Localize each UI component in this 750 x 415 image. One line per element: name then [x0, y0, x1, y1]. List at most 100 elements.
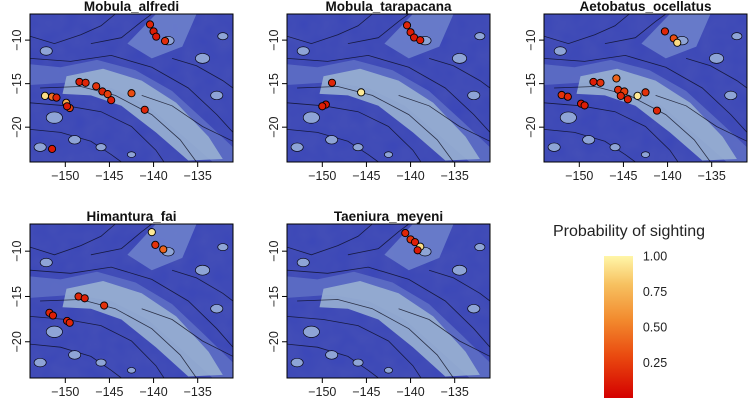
seamount-contour — [290, 357, 304, 368]
sighting-point — [63, 102, 72, 111]
y-tick-label: −15 — [267, 73, 281, 94]
depth-contour — [347, 224, 410, 256]
x-tick-label: −145 — [95, 169, 123, 183]
seamount-contour — [724, 90, 738, 101]
sighting-point — [40, 91, 50, 100]
seamount-contour — [68, 135, 82, 145]
map-panel: Mobula_tarapacana −150 −145 −140 −135 −10 −15 −… — [267, 0, 491, 183]
y-tick-label: −15 — [10, 286, 24, 307]
northern-shelf — [384, 14, 454, 59]
sighting-point — [48, 311, 57, 320]
sighting-point — [410, 238, 420, 247]
x-tick-label: −140 — [139, 385, 167, 399]
x-tick-label: −145 — [95, 385, 123, 399]
seamount-contour — [127, 367, 136, 374]
depth-contour — [544, 54, 747, 133]
depth-contour — [90, 14, 153, 44]
legend-colorbar — [604, 256, 633, 398]
seamount-contour — [33, 142, 47, 152]
seamount-contour — [325, 350, 339, 360]
sighting-points — [318, 21, 425, 111]
seamount-contour — [45, 325, 63, 338]
x-tick-label: −135 — [184, 385, 212, 399]
depth-contour — [171, 269, 233, 302]
seamount-contour — [296, 257, 310, 268]
seamount-contour — [467, 90, 481, 101]
map-background — [30, 224, 233, 378]
x-tick-label: −140 — [653, 169, 681, 183]
sighting-point — [92, 82, 101, 91]
x-tick-label: −135 — [698, 169, 726, 183]
x-tick-label: −145 — [352, 385, 380, 399]
map-background — [287, 224, 490, 378]
sighting-point — [81, 78, 90, 87]
depth-contour — [30, 54, 233, 133]
seamount-contour — [474, 32, 486, 41]
sighting-point — [140, 105, 149, 114]
panel-frame — [29, 223, 234, 379]
sighting-points — [557, 27, 682, 115]
depth-contour — [287, 102, 422, 162]
seamount-contour — [210, 90, 224, 101]
sighting-point — [589, 77, 598, 86]
sighting-point — [151, 240, 160, 249]
y-tick-label: −10 — [267, 29, 281, 50]
depth-contour — [297, 86, 454, 162]
depth-contour — [141, 95, 233, 142]
depth-contour — [544, 14, 630, 45]
seamount-contour — [39, 46, 53, 56]
seamount-contour — [302, 325, 320, 338]
seamount-contour — [582, 135, 596, 145]
x-tick-label: −140 — [396, 385, 424, 399]
legend-tick-label: 0.75 — [643, 285, 667, 299]
depth-contour — [141, 308, 233, 357]
y-tick-label: −10 — [10, 241, 24, 262]
depth-contour — [40, 299, 197, 378]
depth-contour — [287, 224, 373, 256]
x-tick-label: −145 — [609, 169, 637, 183]
y-tick-label: −10 — [267, 241, 281, 262]
sighting-point — [103, 90, 112, 99]
x-tick-label: −150 — [308, 169, 336, 183]
x-tick-label: −150 — [51, 385, 79, 399]
seamount-contour — [709, 53, 725, 64]
depth-contour — [544, 129, 636, 162]
sighting-point — [652, 106, 662, 115]
sighting-point — [107, 96, 116, 105]
seamount-contour — [384, 151, 393, 158]
y-tick-label: −15 — [267, 286, 281, 307]
y-tick-label: −20 — [524, 117, 538, 138]
sighting-point — [402, 21, 412, 30]
map-panel: Taeniura_meyeni −150 −145 −140 −135 −10 −15 −20 — [267, 209, 491, 399]
seamount-contour — [95, 358, 107, 367]
panel-title: Himantura_fai — [86, 209, 176, 224]
depth-contour — [30, 224, 116, 256]
y-tick-label: −20 — [10, 331, 24, 352]
depth-contour — [30, 266, 233, 348]
depth-contour — [30, 129, 122, 162]
map-panels: Mobula_alfredi−150 −145 −140 −135−10−15−20M… — [10, 0, 748, 399]
sighting-point — [52, 93, 61, 102]
depth-contour — [604, 14, 667, 44]
depth-contour — [171, 58, 233, 89]
sighting-point — [327, 78, 337, 87]
map-panel: Mobula_alfredi −150 −145 −140 −135 −10 −15 −20 — [10, 0, 234, 183]
depth-contour — [30, 316, 165, 378]
sighting-points — [40, 20, 170, 153]
seamount-contour — [195, 264, 211, 276]
depth-contour — [554, 86, 711, 162]
depth-contour — [398, 308, 490, 357]
y-tick-label: −10 — [524, 29, 538, 50]
depth-contour — [544, 102, 679, 162]
seamount-contour — [210, 304, 224, 314]
legend-title: Probability of sighting — [553, 223, 705, 240]
sighting-point — [563, 92, 572, 101]
sighting-point — [596, 78, 605, 87]
map-panel: Aetobatus_ocellatus −150 −145 −140 −135 −10 −1… — [524, 0, 748, 183]
x-tick-label: −135 — [441, 385, 469, 399]
sighting-point — [660, 27, 669, 36]
seamount-contour — [352, 358, 364, 367]
sighting-point — [318, 102, 327, 111]
seamount-contour — [547, 142, 561, 152]
seamount-contour — [325, 135, 339, 145]
